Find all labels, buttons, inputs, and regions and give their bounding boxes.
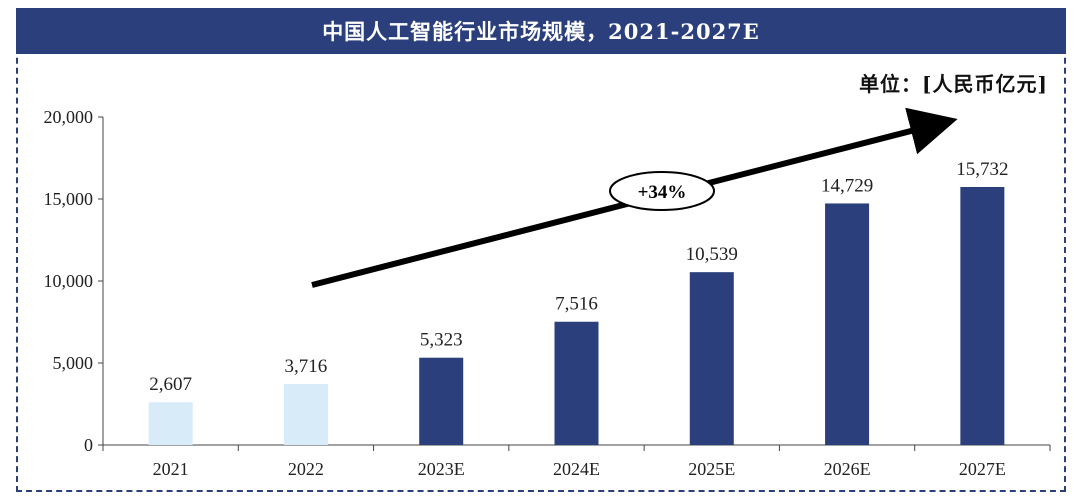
data-label: 2,607 (149, 374, 192, 395)
y-tick-label: 10,000 (44, 271, 94, 291)
y-tick-label: 20,000 (44, 107, 94, 127)
x-tick-label: 2026E (824, 459, 871, 479)
x-tick-label: 2021 (153, 459, 189, 479)
bar-2025e (689, 272, 734, 445)
unit-label: 单位：[人民币亿元] (859, 72, 1048, 96)
data-label: 15,732 (956, 159, 1008, 180)
x-tick-label: 2025E (688, 459, 735, 479)
x-tick-label: 2023E (418, 459, 465, 479)
x-tick-label: 2024E (553, 459, 600, 479)
bar-2022 (283, 384, 328, 445)
chart-title: 中国人工智能行业市场规模，2021-2027E (16, 8, 1066, 54)
y-tick-label: 0 (84, 435, 93, 455)
data-label: 5,323 (420, 330, 463, 351)
data-label: 3,716 (285, 356, 328, 377)
bar-2027e (960, 186, 1005, 446)
data-label: 10,539 (686, 244, 738, 265)
bar-2026e (825, 203, 870, 445)
bar-2024e (554, 321, 599, 445)
data-label: 14,729 (821, 175, 873, 196)
growth-label: +34% (638, 182, 687, 203)
bar-2021 (148, 402, 193, 445)
growth-ellipse (609, 171, 715, 211)
x-tick-label: 2027E (959, 459, 1006, 479)
y-tick-label: 5,000 (53, 353, 94, 373)
y-tick-label: 15,000 (44, 189, 94, 209)
x-tick-label: 2022 (288, 459, 324, 479)
data-label: 7,516 (555, 294, 598, 315)
bar-2023e (419, 357, 464, 445)
